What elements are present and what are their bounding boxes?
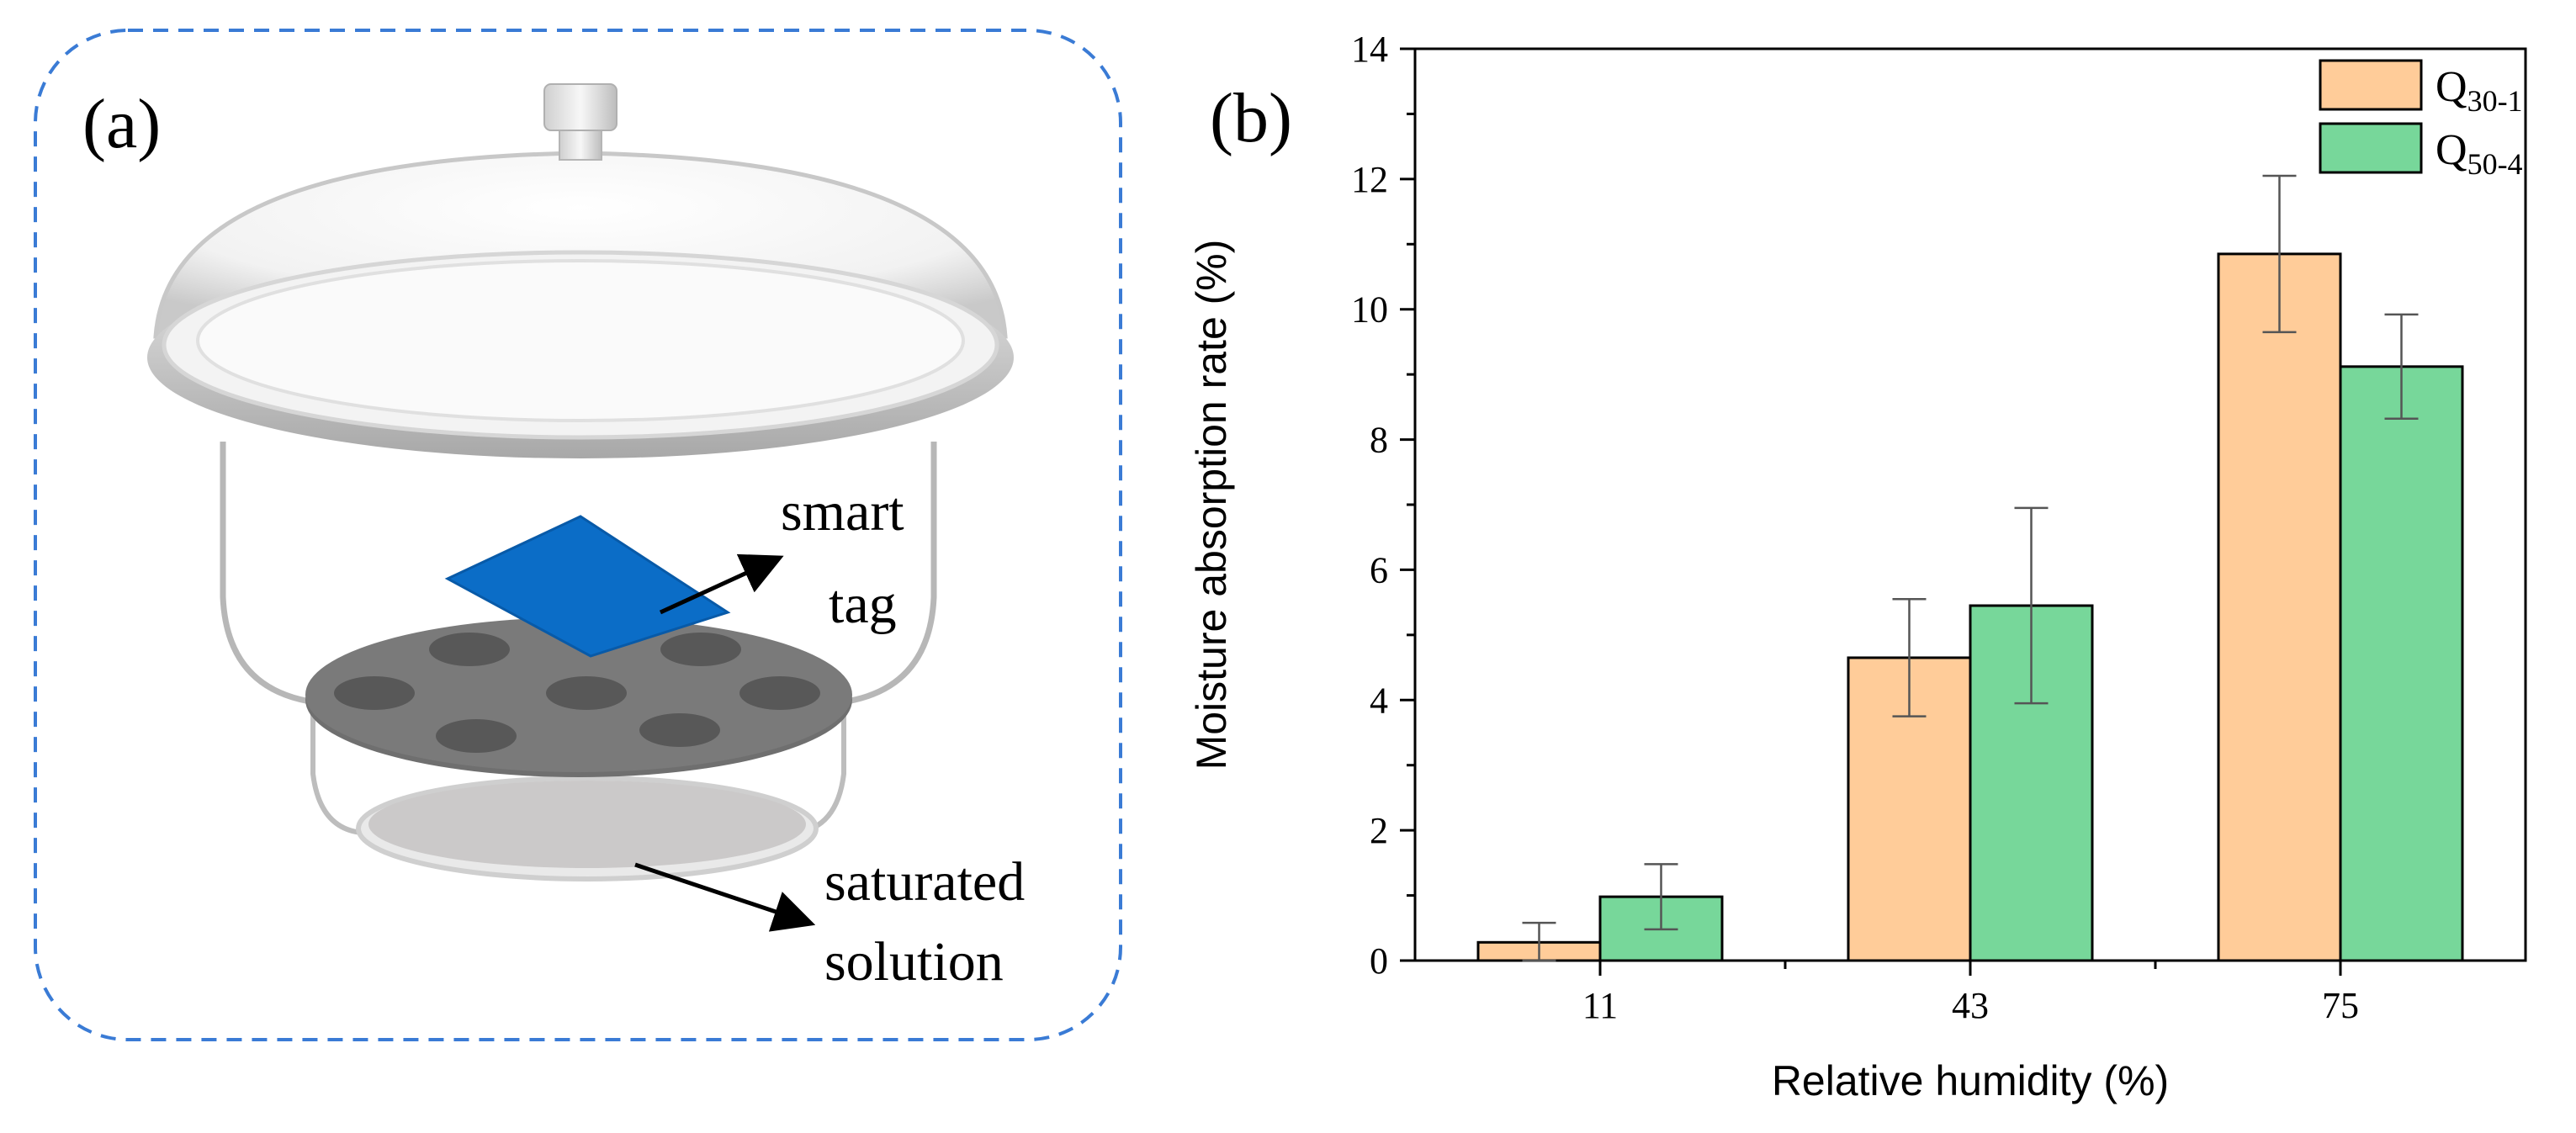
arrow-to-solution: [634, 862, 816, 932]
legend-label-30-1: Q30-1: [2436, 63, 2523, 118]
y-tick-label: 6: [1370, 549, 1388, 590]
y-tick-label: 0: [1370, 940, 1388, 982]
plate-hole: [334, 676, 415, 710]
arrow-to-smart-tag: [659, 553, 784, 615]
y-tick-label: 14: [1351, 29, 1388, 70]
legend-name: Q: [2436, 126, 2467, 174]
label-tag: tag: [829, 574, 897, 635]
desiccator-body-right: [840, 442, 937, 706]
legend-name: Q: [2436, 63, 2467, 111]
desiccator-body-left: [220, 442, 316, 706]
x-tick-label: 43: [1952, 985, 1989, 1026]
y-tick-label: 12: [1351, 159, 1388, 200]
knob: [543, 83, 617, 131]
legend-subscript: 30-1: [2467, 84, 2523, 118]
y-axis-label: Moisture absorption rate (%): [1188, 240, 1235, 770]
panel-b-chart: (b) 0 2 4 6 8 10 12 14 11 43 75 Moisture absorptio…: [1144, 0, 2576, 1129]
saturated-solution: [368, 781, 806, 868]
plate-hole: [436, 719, 517, 753]
plate-holes: [334, 633, 820, 753]
panel-a-illustration: (a) smart tag saturated solution: [0, 0, 1144, 1129]
x-tick-label: 75: [2322, 985, 2359, 1026]
x-axis-label: Relative humidity (%): [1772, 1057, 2169, 1104]
dashed-frame: [34, 29, 1122, 1041]
y-tick-label: 8: [1370, 420, 1388, 461]
legend-subscript: 50-4: [2467, 147, 2523, 181]
panel-label-a: (a): [82, 85, 161, 163]
label-solution: solution: [824, 931, 1004, 993]
bar-50-4-75: [2339, 365, 2464, 962]
lid-glass: [196, 259, 965, 422]
desiccator-illustration: (a) smart tag saturated solution: [34, 29, 1122, 1041]
plate-hole: [546, 676, 627, 710]
label-smart: smart: [781, 481, 904, 543]
x-tick-label: 11: [1582, 985, 1618, 1026]
plate-hole: [739, 676, 820, 710]
smart-tag-sample: [444, 515, 731, 658]
y-tick-label: 2: [1370, 810, 1388, 851]
plate-hole: [660, 633, 741, 666]
bar-chart: (b) 0 2 4 6 8 10 12 14 11 43 75 Moisture absorptio…: [1188, 29, 2527, 1104]
y-tick-label: 4: [1370, 680, 1388, 721]
legend-swatch-30-1: [2319, 59, 2423, 111]
panel-label-b: (b): [1210, 79, 1292, 157]
legend-swatch-50-4: [2319, 122, 2423, 174]
bar-30-1-75: [2217, 252, 2342, 962]
y-tick-label: 10: [1351, 289, 1388, 331]
label-saturated: saturated: [824, 851, 1025, 913]
plate-hole: [429, 633, 510, 666]
legend-label-50-4: Q50-4: [2436, 126, 2523, 181]
plate-hole: [639, 713, 720, 747]
plot-area: 0 2 4 6 8 10 12 14 11 43 75: [1351, 29, 2527, 1026]
